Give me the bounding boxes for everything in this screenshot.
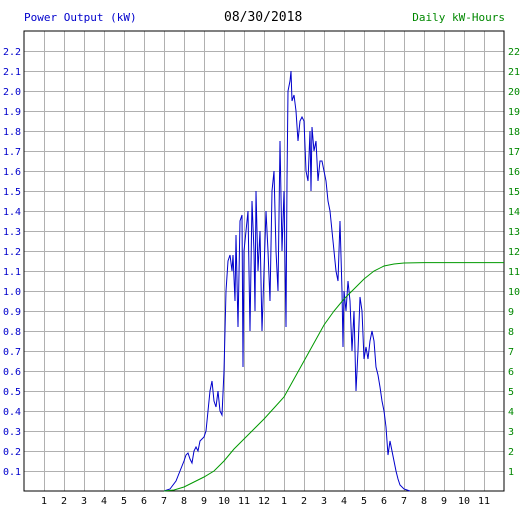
x-tick-label: 2: [61, 496, 67, 507]
x-tick-label: 4: [101, 496, 107, 507]
right-tick-label: 5: [508, 387, 514, 398]
left-tick-label: 0.1: [3, 467, 21, 478]
x-tick-label: 7: [401, 496, 407, 507]
x-axis-ticks: 1 2 3 4 5 6 7 8 9 10 11 12 1 2 3 4 5 6 7 8 9 10 11: [41, 496, 490, 507]
left-tick-label: 2.1: [3, 67, 21, 78]
x-tick-label: 8: [421, 496, 427, 507]
x-tick-label: 9: [441, 496, 447, 507]
left-tick-label: 0.8: [3, 327, 21, 338]
right-tick-label: 20: [508, 87, 520, 98]
left-tick-label: 1.9: [3, 107, 21, 118]
x-tick-label: 6: [381, 496, 387, 507]
x-tick-label: 9: [201, 496, 207, 507]
right-tick-label: 13: [508, 227, 520, 238]
left-tick-label: 0.4: [3, 407, 21, 418]
x-tick-label: 5: [361, 496, 367, 507]
left-tick-label: 2.2: [3, 47, 21, 58]
left-tick-label: 0.6: [3, 367, 21, 378]
x-tick-label: 4: [341, 496, 347, 507]
right-tick-label: 14: [508, 207, 520, 218]
x-tick-label: 3: [81, 496, 87, 507]
power-output-line: [163, 70, 411, 492]
right-tick-label: 8: [508, 327, 514, 338]
x-tick-label: 11: [478, 496, 490, 507]
left-tick-label: 1.7: [3, 147, 21, 158]
right-tick-label: 9: [508, 307, 514, 318]
left-tick-label: 1.4: [3, 207, 21, 218]
right-tick-label: 12: [508, 247, 520, 258]
left-tick-label: 0.2: [3, 447, 21, 458]
x-tick-label: 8: [181, 496, 187, 507]
x-tick-label: 2: [301, 496, 307, 507]
series-lines: [163, 70, 504, 492]
x-tick-label: 1: [281, 496, 287, 507]
left-tick-label: 1.1: [3, 267, 21, 278]
left-tick-label: 1.8: [3, 127, 21, 138]
x-tick-label: 5: [121, 496, 127, 507]
left-tick-label: 0.5: [3, 387, 21, 398]
right-tick-label: 18: [508, 127, 520, 138]
x-tick-label: 3: [321, 496, 327, 507]
right-tick-label: 15: [508, 187, 520, 198]
left-tick-label: 1.2: [3, 247, 21, 258]
x-tick-label: 12: [258, 496, 270, 507]
right-tick-label: 4: [508, 407, 514, 418]
chart-date: 08/30/2018: [224, 10, 303, 25]
right-tick-label: 17: [508, 147, 520, 158]
right-tick-label: 19: [508, 107, 520, 118]
left-tick-label: 2.0: [3, 87, 21, 98]
right-tick-label: 6: [508, 367, 514, 378]
right-tick-label: 21: [508, 67, 520, 78]
x-tick-label: 11: [238, 496, 250, 507]
x-tick-label: 10: [458, 496, 470, 507]
right-axis-title: Daily kW-Hours: [412, 11, 505, 24]
left-tick-label: 1.6: [3, 167, 21, 178]
x-tick-label: 1: [41, 496, 47, 507]
right-tick-label: 10: [508, 287, 520, 298]
right-tick-label: 7: [508, 347, 514, 358]
x-tick-label: 10: [218, 496, 230, 507]
right-tick-label: 1: [508, 467, 514, 478]
left-tick-label: 0.3: [3, 427, 21, 438]
left-axis-ticks: 0.1 0.2 0.3 0.4 0.5 0.6 0.7 0.8 0.9 1.0 1.1 1.2 1.3 1…: [3, 47, 21, 478]
right-tick-label: 11: [508, 267, 520, 278]
left-tick-label: 1.3: [3, 227, 21, 238]
plot-frame: [23, 30, 505, 492]
right-tick-label: 2: [508, 447, 514, 458]
left-tick-label: 1.5: [3, 187, 21, 198]
right-tick-label: 3: [508, 427, 514, 438]
left-tick-label: 0.7: [3, 347, 21, 358]
x-tick-label: 7: [161, 496, 167, 507]
left-tick-label: 0.9: [3, 307, 21, 318]
left-axis-title: Power Output (kW): [24, 11, 137, 24]
left-tick-label: 1.0: [3, 287, 21, 298]
x-tick-label: 6: [141, 496, 147, 507]
daily-kwh-line: [163, 262, 504, 492]
right-tick-label: 16: [508, 167, 520, 178]
right-tick-label: 22: [508, 47, 520, 58]
